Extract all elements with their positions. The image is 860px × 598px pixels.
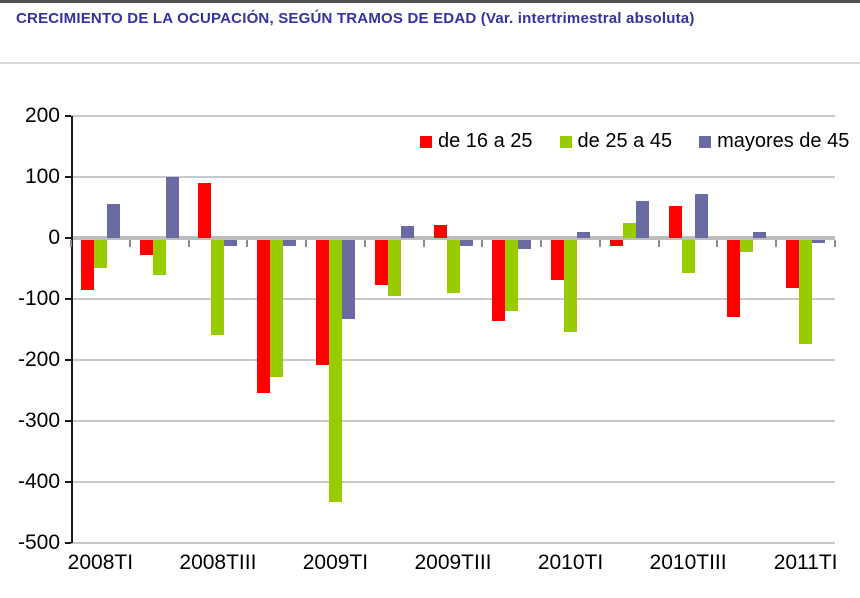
title-divider (0, 62, 860, 64)
plot-area: 200 100 0 -100 -200 -300 -400 -500 2008TI 2008TII… (0, 3, 860, 598)
y-tick-label: -500 (17, 531, 60, 554)
bar (139, 240, 153, 256)
y-tick-label: -200 (17, 348, 60, 371)
bar (622, 222, 636, 238)
category-tick (128, 240, 131, 247)
bar (224, 240, 238, 247)
y-tick-label: 100 (24, 165, 60, 188)
gridline (71, 176, 835, 178)
legend: de 16 a 25 de 25 a 45 mayores de 45 (420, 130, 849, 153)
bar (270, 240, 284, 378)
bar (374, 240, 388, 285)
bar (433, 224, 447, 238)
y-tick-label: 0 (48, 226, 60, 249)
bar (80, 240, 94, 291)
category-tick (305, 240, 308, 247)
bar (609, 240, 623, 247)
bar (459, 240, 473, 247)
legend-marker-slate-icon (699, 135, 712, 148)
category-tick (363, 240, 366, 247)
bar (446, 240, 460, 294)
bar (577, 231, 591, 238)
y-axis-tick (65, 542, 71, 544)
y-tick-label: 200 (24, 104, 60, 127)
bar (165, 177, 179, 238)
y-axis-tick (65, 115, 71, 117)
gridline (71, 542, 835, 544)
x-tick-label: 2008TI (67, 551, 134, 574)
x-tick-label: 2008TIII (179, 551, 257, 574)
bar (315, 240, 329, 366)
bar (492, 240, 506, 321)
zero-axis-line (71, 236, 835, 240)
category-tick (598, 240, 601, 247)
bar (505, 240, 519, 312)
bar (753, 231, 767, 238)
bar (551, 240, 565, 281)
bar (93, 240, 107, 269)
y-axis-tick (65, 420, 71, 422)
x-tick-label: 2009TIII (414, 551, 492, 574)
bar (635, 201, 649, 238)
legend-marker-green-icon (559, 135, 572, 148)
legend-marker-red-icon (420, 135, 432, 148)
y-tick-label: -100 (17, 287, 60, 310)
x-tick-label: 2009TI (302, 551, 369, 574)
chart-title: CRECIMIENTO DE LA OCUPACIÓN, SEGÚN TRAMO… (16, 10, 695, 27)
bar (740, 240, 754, 252)
category-tick (775, 240, 778, 247)
x-tick-label: 2011TI (773, 551, 838, 574)
category-tick (481, 240, 484, 247)
bar (152, 240, 166, 276)
y-axis-tick (65, 237, 71, 239)
bar (564, 240, 578, 332)
category-tick (187, 240, 190, 247)
bar (681, 240, 695, 273)
legend-item-25-45: de 25 a 45 (559, 130, 673, 153)
bar (211, 240, 225, 335)
category-tick (422, 240, 425, 247)
bar (668, 206, 682, 238)
y-axis-tick (65, 176, 71, 178)
bar (198, 183, 212, 238)
y-axis-tick (65, 359, 71, 361)
y-tick-label: -400 (17, 470, 60, 493)
category-tick (540, 240, 543, 247)
legend-label: mayores de 45 (717, 130, 850, 152)
bar (812, 240, 826, 244)
bar (257, 240, 271, 393)
category-tick (70, 240, 72, 247)
gridline (71, 298, 835, 300)
category-tick (716, 240, 719, 247)
bar (283, 240, 297, 247)
y-axis-tick (65, 481, 71, 483)
gridline (71, 359, 835, 361)
bar (799, 240, 813, 344)
legend-label: de 16 a 25 (438, 130, 533, 152)
y-axis-line (71, 116, 73, 543)
gridline (71, 481, 835, 483)
category-tick (657, 240, 660, 247)
bar (106, 204, 120, 238)
bar (694, 194, 708, 238)
gridline (71, 420, 835, 422)
x-tick-label: 2010TI (537, 551, 604, 574)
bar (341, 240, 355, 320)
legend-item-mayores-45: mayores de 45 (699, 130, 849, 153)
y-tick-label: -300 (17, 409, 60, 432)
bar (727, 240, 741, 318)
x-tick-label: 2010TIII (649, 551, 727, 574)
bar (786, 240, 800, 289)
y-axis-tick (65, 298, 71, 300)
category-tick (834, 240, 836, 247)
gridline (71, 115, 835, 117)
category-tick (246, 240, 249, 247)
legend-item-16-25: de 16 a 25 (420, 130, 533, 153)
bar (387, 240, 401, 297)
bar (518, 240, 532, 250)
bar (328, 240, 342, 503)
bar (400, 225, 414, 238)
legend-label: de 25 a 45 (577, 130, 673, 152)
